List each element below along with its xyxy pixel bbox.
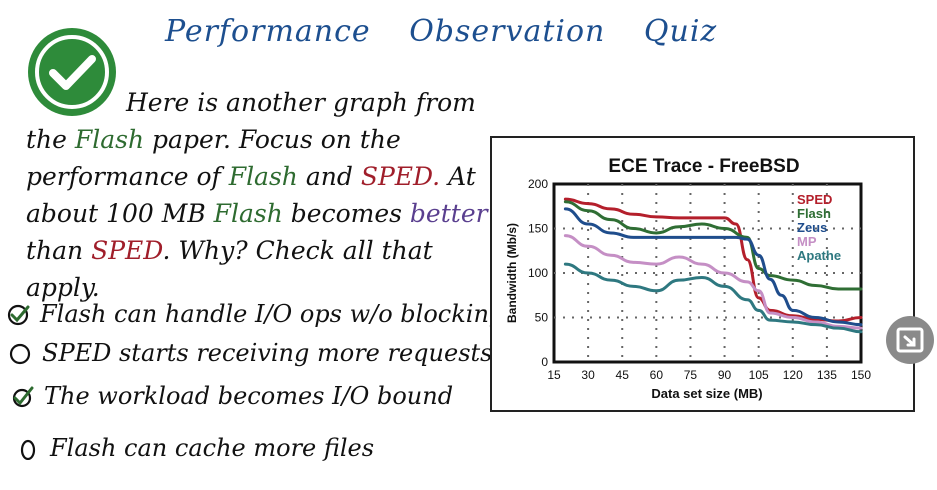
legend-entry: SPED bbox=[797, 192, 832, 207]
x-tick-label: 90 bbox=[718, 368, 732, 382]
option-label: Flash can handle I/O ops w/o blocking bbox=[40, 300, 505, 328]
legend-entry: Zeus bbox=[797, 220, 827, 235]
x-axis-label: Data set size (MB) bbox=[651, 386, 762, 401]
question-prompt: Here is another graph from the Flash pap… bbox=[26, 84, 496, 306]
series-line-mp bbox=[563, 234, 863, 330]
prompt-text-flash: Flash bbox=[74, 125, 145, 154]
check-circle-icon bbox=[26, 26, 118, 118]
y-tick-label: 200 bbox=[528, 177, 548, 191]
prompt-line: about 100 MB Flash becomes better bbox=[26, 195, 496, 232]
minimize-button[interactable] bbox=[886, 316, 934, 364]
prompt-text: . Why? Check all that apply. bbox=[26, 236, 433, 302]
answer-option-2[interactable]: SPED starts receiving more requests bbox=[8, 339, 492, 367]
prompt-line: Here is another graph from bbox=[126, 88, 476, 117]
prompt-text-flash: Flash bbox=[228, 162, 298, 191]
x-tick-label: 150 bbox=[851, 368, 871, 382]
line-chart: ECE Trace - FreeBSD 0 50 100 150 200 15 30 45 60… bbox=[505, 156, 871, 401]
x-tick-label: 135 bbox=[817, 368, 837, 382]
x-tick-label: 15 bbox=[547, 368, 561, 382]
prompt-text: the bbox=[26, 125, 67, 154]
series-line-zeus bbox=[563, 207, 863, 327]
legend-entry: MP bbox=[797, 234, 817, 249]
prompt-text-flash: Flash bbox=[213, 199, 283, 228]
minimize-icon bbox=[896, 327, 924, 353]
title-word: Observation bbox=[409, 14, 606, 49]
legend-entry: Apathe bbox=[797, 248, 841, 263]
y-tick-label: 0 bbox=[541, 355, 548, 369]
prompt-line: the Flash paper. Focus on the bbox=[26, 121, 496, 158]
option-label: Flash can cache more files bbox=[50, 434, 375, 462]
checked-circle-icon[interactable] bbox=[6, 302, 30, 326]
empty-circle-icon[interactable] bbox=[8, 341, 32, 365]
prompt-line: performance of Flash and SPED. At bbox=[26, 158, 496, 195]
prompt-text: performance of bbox=[26, 162, 221, 191]
x-tick-label: 105 bbox=[749, 368, 769, 382]
x-tick-label: 60 bbox=[650, 368, 664, 382]
y-tick-label: 100 bbox=[528, 266, 548, 280]
y-tick-label: 50 bbox=[535, 311, 549, 325]
chart-panel: ECE Trace - FreeBSD 0 50 100 150 200 15 30 45 60… bbox=[490, 136, 915, 412]
chart-title: ECE Trace - FreeBSD bbox=[608, 156, 799, 177]
prompt-text: than bbox=[26, 236, 84, 265]
x-tick-label: 45 bbox=[616, 368, 630, 382]
page-title: Performance Observation Quiz bbox=[165, 14, 745, 49]
x-tick-label: 120 bbox=[783, 368, 803, 382]
series-line-flash bbox=[563, 200, 863, 291]
empty-circle-icon[interactable] bbox=[16, 436, 40, 461]
prompt-text-sped: SPED. bbox=[360, 162, 441, 191]
prompt-text-better: better bbox=[409, 199, 488, 228]
y-axis-label: Bandwidth (Mb/s) bbox=[505, 223, 519, 323]
answer-option-3[interactable]: The workload becomes I/O bound bbox=[10, 382, 453, 410]
x-tick-label: 75 bbox=[684, 368, 698, 382]
prompt-text: about 100 MB bbox=[26, 199, 206, 228]
title-word: Performance bbox=[165, 14, 371, 49]
prompt-text: and bbox=[305, 162, 353, 191]
prompt-text: becomes bbox=[290, 199, 402, 228]
prompt-text: At bbox=[448, 162, 476, 191]
checked-circle-icon[interactable] bbox=[10, 384, 34, 408]
option-label: SPED starts receiving more requests bbox=[42, 339, 493, 367]
series-line-sped bbox=[563, 197, 863, 323]
answer-option-1[interactable]: Flash can handle I/O ops w/o blocking bbox=[6, 300, 504, 328]
option-label: The workload becomes I/O bound bbox=[44, 382, 454, 410]
prompt-line: than SPED. Why? Check all that apply. bbox=[26, 232, 496, 306]
prompt-text-sped: SPED bbox=[91, 236, 163, 265]
answer-option-4[interactable]: Flash can cache more files bbox=[16, 434, 374, 462]
x-tick-label: 30 bbox=[581, 368, 595, 382]
y-tick-label: 150 bbox=[528, 222, 548, 236]
legend-entry: Flash bbox=[797, 206, 831, 221]
prompt-text: paper. Focus on the bbox=[152, 125, 401, 154]
series-line-apathe bbox=[563, 262, 863, 334]
title-word: Quiz bbox=[643, 14, 718, 49]
